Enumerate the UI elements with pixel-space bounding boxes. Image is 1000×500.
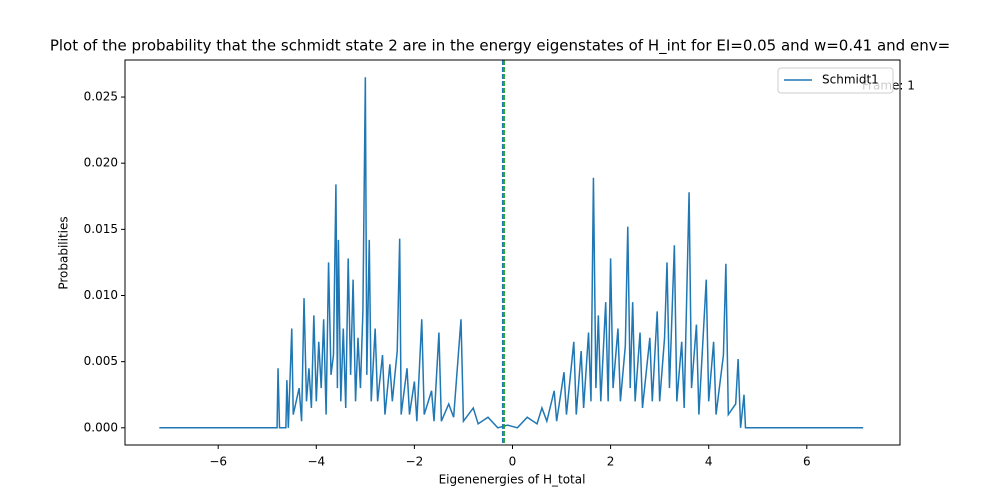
x-tick-label: −6 — [209, 455, 227, 469]
x-tick-label: 6 — [803, 455, 811, 469]
legend-label: Schmidt1 — [822, 73, 879, 87]
x-tick-label: −4 — [307, 455, 325, 469]
y-tick-label: 0.000 — [84, 420, 118, 434]
y-tick-label: 0.020 — [84, 156, 118, 170]
x-tick-label: 4 — [705, 455, 713, 469]
y-tick-label: 0.015 — [84, 222, 118, 236]
axes-frame — [124, 59, 901, 446]
x-tick-label: −2 — [406, 455, 424, 469]
legend-box — [777, 67, 894, 94]
y-tick-label: 0.025 — [84, 90, 118, 104]
y-axis-label: Probabilities — [57, 216, 71, 289]
x-tick-label: 2 — [607, 455, 615, 469]
chart-title: Plot of the probability that the schmidt… — [50, 37, 950, 56]
x-tick-label: 0 — [509, 455, 517, 469]
y-tick-label: 0.005 — [84, 354, 118, 368]
x-axis-label: Eigenenergies of H_total — [439, 473, 586, 487]
data-line — [159, 77, 864, 429]
y-tick-label: 0.010 — [84, 288, 118, 302]
